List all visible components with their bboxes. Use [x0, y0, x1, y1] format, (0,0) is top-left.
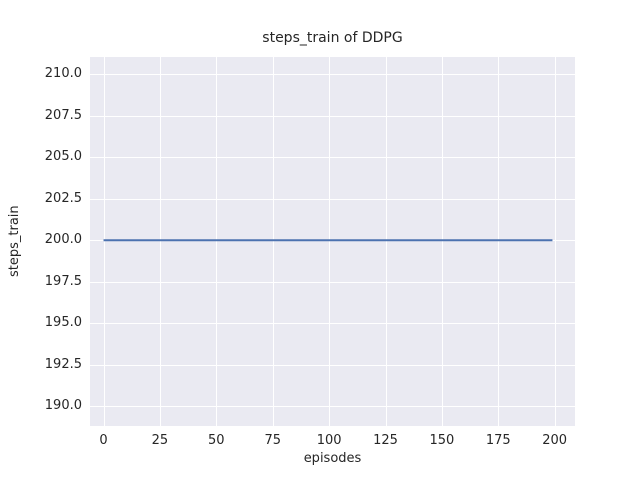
y-tick-label: 210.0 — [44, 66, 82, 82]
y-gridline — [90, 406, 575, 408]
x-gridline — [272, 57, 274, 426]
y-tick-label: 190.0 — [44, 398, 82, 414]
y-tick-label: 200.0 — [44, 232, 82, 248]
x-gridline — [216, 57, 218, 426]
y-gridline — [90, 364, 575, 366]
x-gridline — [498, 57, 500, 426]
y-gridline — [90, 240, 575, 242]
x-tick-label: 25 — [151, 433, 169, 448]
x-tick-label: 100 — [316, 433, 342, 448]
x-gridline — [103, 57, 105, 426]
x-gridline — [159, 57, 161, 426]
y-gridline — [90, 281, 575, 283]
y-tick-label: 205.0 — [44, 149, 82, 165]
x-tick-label: 75 — [264, 433, 281, 448]
y-gridline — [90, 323, 575, 325]
y-axis-label: steps_train — [7, 205, 22, 278]
y-gridline — [90, 157, 575, 159]
chart-title: steps_train of DDPG — [262, 30, 403, 46]
y-tick-label: 202.5 — [44, 190, 82, 206]
plot-area — [90, 57, 575, 426]
x-gridline — [554, 57, 556, 426]
x-tick-label: 50 — [208, 433, 225, 448]
y-tick-label: 207.5 — [44, 107, 82, 123]
y-tick-label: 197.5 — [44, 273, 82, 289]
y-tick-label: 195.0 — [44, 315, 82, 331]
x-tick-label: 175 — [485, 433, 511, 448]
x-gridline — [385, 57, 387, 426]
x-tick-label: 150 — [429, 433, 455, 448]
x-gridline — [441, 57, 443, 426]
y-tick-label: 192.5 — [44, 356, 82, 372]
x-gridline — [329, 57, 331, 426]
x-tick-label: 125 — [373, 433, 398, 448]
x-axis-label: episodes — [303, 451, 362, 466]
y-gridline — [90, 115, 575, 117]
y-gridline — [90, 74, 575, 76]
x-tick-label: 200 — [542, 433, 568, 448]
y-gridline — [90, 198, 575, 200]
x-tick-label: 0 — [99, 433, 108, 448]
